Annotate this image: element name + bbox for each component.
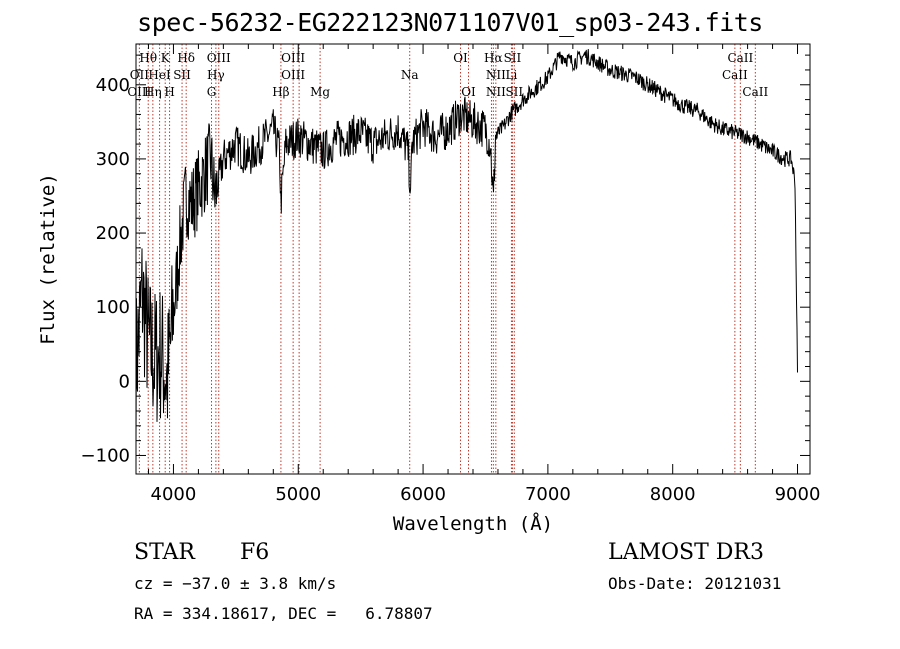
x-axis-ticks: 4000 5000 6000 7000 8000 9000 [147, 44, 821, 505]
y-axis-ticks: −100 0 100 200 300 400 [81, 54, 810, 466]
y-tick-label: 100 [96, 297, 130, 318]
spectral-line-label: OII [130, 68, 150, 82]
spectral-line-label: Hθ [139, 51, 157, 65]
chart-title: spec-56232-EG222123N071107V01_sp03-243.f… [137, 8, 763, 37]
y-tick-label: 300 [96, 149, 130, 170]
spectral-line-label: Hη [144, 85, 162, 99]
spectral-line-label: OIII [281, 68, 305, 82]
spectral-line-label: NII [486, 85, 506, 99]
object-subclass: F6 [240, 540, 270, 565]
spectral-line-label: NII [486, 68, 506, 82]
redshift-velocity: cz = −37.0 ± 3.8 km/s [134, 574, 337, 593]
spectral-line-label: HeI [148, 68, 171, 82]
spectral-line-label: SII [173, 68, 191, 82]
spectral-line-label: CaII [742, 85, 768, 99]
x-axis-label: Wavelength (Å) [393, 512, 553, 535]
y-tick-label: 400 [96, 75, 130, 96]
spectral-line-label: Hδ [177, 51, 195, 65]
spectral-line-label: CaII [727, 51, 753, 65]
spectral-line-label: SII [505, 85, 523, 99]
spectral-line-label: Hβ [272, 85, 289, 99]
spectral-line-label: Hα [484, 51, 503, 65]
x-tick-label: 9000 [775, 484, 821, 505]
spectral-line-label: OIII [127, 85, 151, 99]
spectral-line-label: K [161, 51, 171, 65]
survey-name: LAMOST DR3 [608, 540, 764, 565]
spectral-line-label: Li [506, 68, 518, 82]
object-class: STAR [134, 540, 195, 565]
spectral-line-label: Na [401, 68, 419, 82]
y-axis-label: Flux (relative) [37, 173, 59, 345]
spectral-line-label: H [164, 85, 174, 99]
x-tick-label: 4000 [151, 484, 197, 505]
x-tick-label: 5000 [275, 484, 321, 505]
x-tick-label: 7000 [525, 484, 571, 505]
spectral-line-label: OIII [207, 51, 231, 65]
spectral-line-label: Hγ [207, 68, 225, 82]
y-tick-label: −100 [81, 445, 130, 466]
spectral-line-label: G [207, 85, 217, 99]
spectral-line-markers [138, 44, 756, 474]
y-tick-label: 0 [119, 371, 130, 392]
spectral-line-label: CaII [722, 68, 748, 82]
spectral-line-label: Mg [310, 85, 330, 99]
spectral-line-label: OIII [281, 51, 305, 65]
x-tick-label: 6000 [400, 484, 446, 505]
spectrum-series [136, 49, 798, 441]
x-tick-label: 8000 [650, 484, 696, 505]
observation-date: Obs-Date: 20121031 [608, 574, 782, 593]
y-tick-label: 200 [96, 223, 130, 244]
spectral-line-label: OI [453, 51, 468, 65]
spectral-line-label: SII [504, 51, 522, 65]
ra-dec-coordinates: RA = 334.18617, DEC = 6.78807 [134, 604, 433, 623]
spectral-line-label: OI [461, 85, 476, 99]
